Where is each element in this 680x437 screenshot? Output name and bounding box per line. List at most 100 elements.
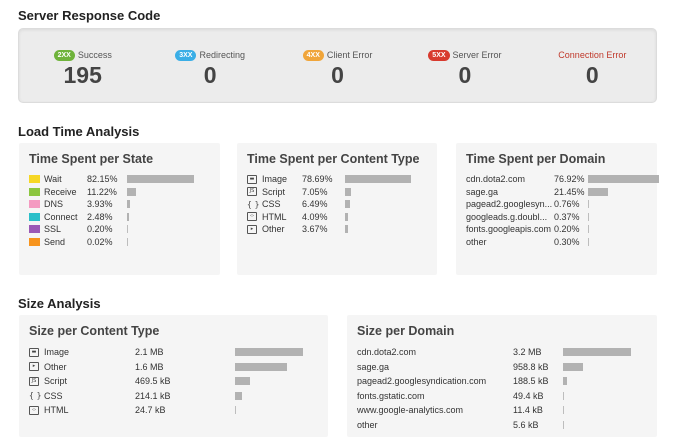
row-label: Script: [44, 376, 68, 386]
code-label: Server Error: [452, 50, 502, 60]
row-label: Other: [44, 361, 67, 372]
row-bar: [127, 237, 128, 246]
row-label: HTML: [262, 211, 287, 222]
row-label-group: fonts.googleapis.com: [466, 223, 551, 236]
row-value: 5.6 kB: [513, 419, 539, 430]
row-value: 76.92%: [554, 174, 585, 184]
row-bar: [588, 175, 659, 183]
color-swatch: [29, 212, 40, 221]
panel-title: Time Spent per Domain: [466, 152, 606, 166]
row-bar: [588, 212, 589, 221]
row-label-group: pagead2.googlesyn...: [466, 198, 552, 211]
row-bar: [345, 175, 411, 183]
row-value: 0.37%: [554, 211, 580, 222]
row-bar: [563, 406, 564, 414]
row-label: Image: [262, 174, 288, 184]
script-icon: JS: [247, 187, 257, 197]
row-label: Image: [44, 347, 70, 357]
row-label-group: other: [357, 418, 378, 433]
badge-5xx: 5XX: [428, 49, 450, 61]
row-bar: [127, 175, 194, 183]
css-icon: { }: [247, 199, 259, 209]
code-count: 0: [203, 62, 217, 88]
row-label-group: DNS: [29, 198, 63, 211]
row-bar: [235, 362, 287, 371]
row-value: 7.05%: [302, 186, 328, 197]
row-label-group: googleads.g.doubl...: [466, 211, 547, 224]
row-value: 469.5 kB: [135, 376, 171, 386]
row-value: 3.93%: [87, 199, 113, 209]
row-value: 82.15%: [87, 174, 118, 184]
row-label-group: ▬ Image: [29, 345, 69, 360]
panel-title: Time Spent per Content Type: [247, 152, 420, 166]
row-bar: [563, 348, 631, 356]
row-label-group: JS Script: [29, 374, 67, 389]
panel-title: Size per Domain: [357, 324, 455, 338]
code-5xx: 5XX Server Error 0: [401, 29, 528, 102]
row-label: sage.ga: [466, 186, 499, 197]
server-response-panel: 2XX Success 195 3XX Redirecting 0 4XX Cl…: [18, 28, 657, 103]
row-label: www.google-analytics.com: [357, 405, 464, 415]
row-label: Connect: [44, 211, 78, 222]
row-label: other: [357, 419, 378, 430]
code-3xx: 3XX Redirecting 0: [146, 29, 273, 102]
row-label-group: sage.ga: [466, 186, 498, 199]
row-value: 0.30%: [554, 236, 580, 247]
row-label: HTML: [44, 405, 69, 415]
color-swatch: [29, 237, 40, 246]
row-value: 0.02%: [87, 236, 113, 247]
time-per-state-panel: Time Spent per State Wait 82.15% Receive 11…: [19, 143, 220, 275]
row-label-group: pagead2.googlesyndication.com: [357, 374, 486, 389]
row-label: pagead2.googlesyn...: [466, 199, 553, 209]
row-bar: [345, 187, 351, 196]
row-label-group: SSL: [29, 223, 61, 236]
panel-title: Size per Content Type: [29, 324, 160, 338]
row-value: 3.2 MB: [513, 347, 542, 357]
row-label-group: { } CSS: [29, 389, 63, 404]
row-bar: [235, 406, 236, 414]
row-value: 4.09%: [302, 211, 328, 222]
row-value: 0.76%: [554, 199, 580, 209]
row-value: 3.67%: [302, 224, 328, 234]
script-icon: JS: [29, 376, 39, 386]
css-icon: { }: [29, 391, 41, 401]
row-value: 11.22%: [87, 186, 117, 197]
load-time-title: Load Time Analysis: [18, 124, 140, 139]
row-label: SSL: [44, 224, 62, 234]
row-label: other: [466, 236, 487, 247]
row-value: 188.5 kB: [513, 376, 549, 386]
row-value: 214.1 kB: [135, 390, 171, 401]
row-label: CSS: [44, 390, 63, 401]
row-label: DNS: [44, 199, 64, 209]
row-label: CSS: [262, 199, 281, 209]
row-value: 2.1 MB: [135, 347, 164, 357]
row-value: 21.45%: [554, 186, 585, 197]
row-bar: [563, 362, 583, 371]
row-label-group: Connect: [29, 211, 78, 224]
row-value: 0.20%: [554, 224, 580, 234]
row-label-group: other: [466, 236, 487, 249]
html-icon: ‹›: [29, 405, 39, 415]
panel-title: Time Spent per State: [29, 152, 154, 166]
image-icon: ▬: [247, 174, 257, 184]
badge-3xx: 3XX: [175, 49, 197, 61]
row-bar: [588, 200, 589, 208]
code-label: Client Error: [326, 50, 373, 60]
time-per-content-type-panel: Time Spent per Content Type ▬ Image 78.69%…: [237, 143, 437, 275]
row-label-group: fonts.gstatic.com: [357, 389, 425, 404]
row-bar: [127, 187, 136, 196]
code-connection-error: Connection Error 0: [529, 29, 656, 102]
row-value: 49.4 kB: [513, 390, 544, 401]
row-bar: [127, 200, 130, 208]
code-4xx: 4XX Client Error 0: [274, 29, 401, 102]
row-label-group: ‹› HTML: [29, 403, 69, 418]
size-analysis-title: Size Analysis: [18, 296, 101, 311]
color-swatch: [29, 175, 40, 184]
row-label: cdn.dota2.com: [357, 347, 417, 357]
row-bar: [588, 187, 608, 196]
row-label: Wait: [44, 174, 62, 184]
badge-4xx: 4XX: [302, 49, 324, 61]
server-response-title: Server Response Code: [18, 8, 161, 23]
row-label-group: ▸ Other: [29, 360, 67, 375]
row-value: 6.49%: [302, 199, 328, 209]
